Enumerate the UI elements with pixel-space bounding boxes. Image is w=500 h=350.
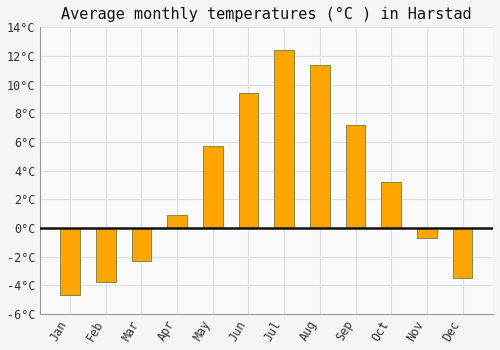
Bar: [310, 64, 330, 228]
Bar: [382, 182, 401, 228]
Bar: [132, 228, 151, 261]
Bar: [96, 228, 116, 282]
Bar: [274, 50, 294, 228]
Title: Average monthly temperatures (°C ) in Harstad: Average monthly temperatures (°C ) in Ha…: [61, 7, 472, 22]
Bar: [203, 146, 222, 228]
Bar: [453, 228, 472, 278]
Bar: [238, 93, 258, 228]
Bar: [60, 228, 80, 295]
Bar: [168, 215, 187, 228]
Bar: [417, 228, 437, 238]
Bar: [346, 125, 366, 228]
